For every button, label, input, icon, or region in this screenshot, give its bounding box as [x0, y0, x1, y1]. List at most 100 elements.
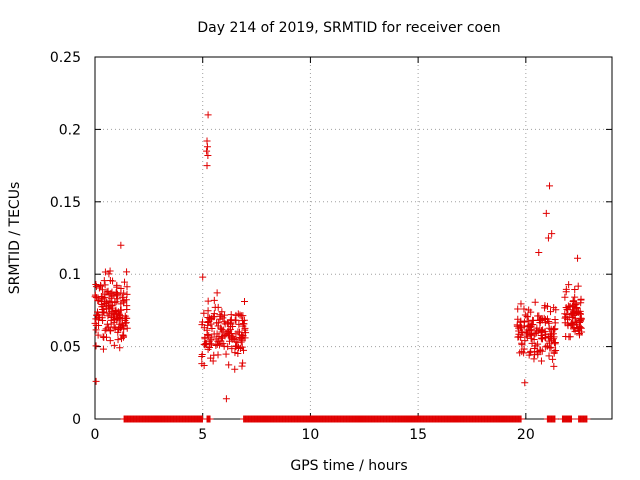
data-point [518, 341, 526, 349]
data-point [521, 337, 529, 345]
data-point [205, 332, 213, 340]
data-point [232, 330, 240, 338]
data-point [234, 338, 242, 346]
data-point [198, 360, 206, 368]
data-point [520, 318, 528, 326]
data-point [112, 298, 120, 306]
data-point [546, 182, 554, 190]
data-point [572, 304, 580, 312]
data-point [520, 345, 528, 353]
data-point [547, 308, 555, 316]
data-point [533, 324, 541, 332]
data-point [119, 333, 127, 341]
data-point [201, 341, 209, 349]
data-point [530, 355, 538, 363]
data-point [94, 331, 102, 339]
data-point [528, 331, 536, 339]
data-point [520, 305, 528, 313]
data-point [123, 283, 131, 291]
data-point [576, 310, 584, 318]
axis-ticks: 0 5 10 15 20 0 0.05 0.1 0.15 0.2 0.25 [50, 50, 612, 443]
data-point [574, 324, 582, 332]
data-point [225, 361, 233, 369]
data-point [517, 333, 525, 341]
y-tick-label: 0.05 [50, 340, 81, 356]
data-point [551, 415, 559, 423]
data-point [199, 273, 207, 281]
data-point [526, 349, 534, 357]
data-point [218, 333, 226, 341]
data-point [105, 303, 113, 311]
x-tick-label: 15 [409, 427, 427, 443]
data-point [240, 298, 248, 306]
data-point [517, 300, 525, 308]
data-point [204, 345, 212, 353]
data-point [568, 314, 576, 322]
data-point [208, 340, 216, 348]
data-point [516, 349, 524, 357]
data-point [527, 347, 535, 355]
data-point [241, 334, 249, 342]
data-point [534, 327, 542, 335]
data-point [529, 316, 537, 324]
data-point [549, 355, 557, 363]
grid-lines [95, 57, 612, 419]
data-point [537, 357, 545, 365]
data-point [115, 324, 123, 332]
data-point [91, 291, 99, 299]
x-tick-label: 0 [91, 427, 100, 443]
data-point [548, 230, 556, 238]
data-point [98, 306, 106, 314]
data-point [114, 336, 122, 344]
data-point [209, 313, 217, 321]
data-point [528, 321, 536, 329]
y-tick-label: 0 [72, 412, 81, 428]
data-point [121, 314, 129, 322]
data-point [231, 365, 239, 373]
plot-frame [94, 56, 613, 420]
data-point [583, 415, 591, 423]
data-point [123, 268, 131, 276]
data-point [576, 319, 584, 327]
data-point [217, 334, 225, 342]
data-point [575, 329, 583, 337]
data-point [204, 307, 212, 315]
data-point [568, 415, 576, 423]
data-point [536, 319, 544, 327]
data-point [105, 270, 113, 278]
data-point [229, 323, 237, 330]
data-point [531, 298, 539, 306]
data-point [217, 339, 225, 347]
data-point [545, 337, 553, 345]
y-tick-label: 0.1 [59, 267, 81, 283]
data-point [571, 293, 579, 301]
data-point [228, 333, 236, 341]
data-point [198, 351, 206, 359]
data-point [238, 362, 246, 370]
data-point [237, 312, 245, 320]
data-point [239, 359, 247, 367]
data-point [198, 321, 206, 329]
y-tick-label: 0.25 [50, 50, 81, 66]
data-point [99, 345, 107, 353]
data-point [534, 340, 542, 348]
data-point [571, 286, 579, 294]
data-point [541, 333, 549, 341]
data-point [538, 315, 546, 323]
data-point [217, 325, 225, 333]
data-point [565, 281, 573, 289]
data-point [222, 350, 230, 358]
data-point [514, 305, 522, 313]
x-tick-label: 10 [302, 427, 320, 443]
data-point [106, 276, 114, 284]
data-point [99, 294, 107, 302]
data-point [545, 352, 553, 360]
data-point [110, 341, 118, 349]
data-point [552, 347, 560, 355]
data-point [113, 283, 121, 291]
data-point [573, 320, 581, 328]
y-tick-label: 0.15 [50, 195, 81, 211]
data-point [102, 297, 110, 305]
data-point [577, 316, 585, 324]
y-tick-label: 0.2 [59, 122, 81, 138]
